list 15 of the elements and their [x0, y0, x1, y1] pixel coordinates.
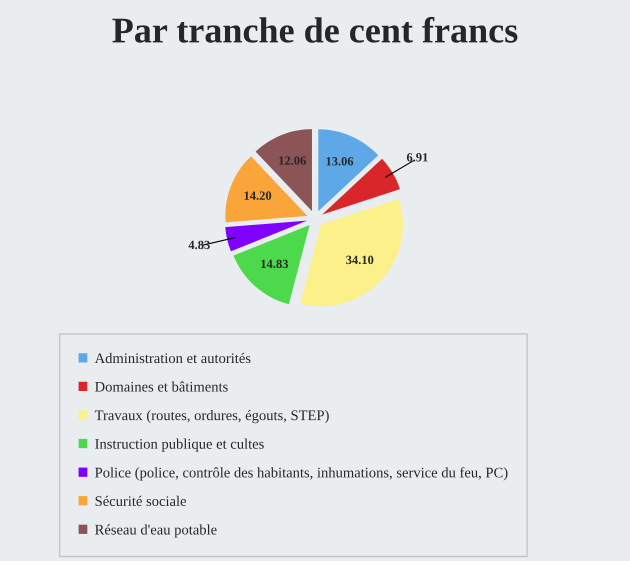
legend-label: Sécurité sociale	[96, 496, 186, 506]
legend-label: Instruction publique et cultes	[95, 438, 264, 452]
legend-label: Travaux (routes, ordures, égouts, STEP)	[94, 410, 329, 424]
data-label: 4.83	[188, 240, 210, 250]
data-label: 34.10	[346, 256, 374, 264]
legend-label: Domaines et bâtiments	[95, 381, 228, 392]
data-label: 14.20	[244, 191, 272, 200]
data-label: 6.91	[406, 153, 428, 162]
data-label: 14.83	[261, 260, 288, 268]
legend-label: Réseau d'eau potable	[95, 524, 217, 538]
legend-label: Police (police, contrôle des habitants, inhumations, service du feu, PC)	[95, 467, 508, 480]
chart-title: Par tranche de cent francs	[112, 16, 518, 43]
legend-label: Administration et autorités	[94, 352, 250, 364]
data-label: 13.06	[326, 157, 354, 166]
data-label: 12.06	[279, 156, 306, 165]
